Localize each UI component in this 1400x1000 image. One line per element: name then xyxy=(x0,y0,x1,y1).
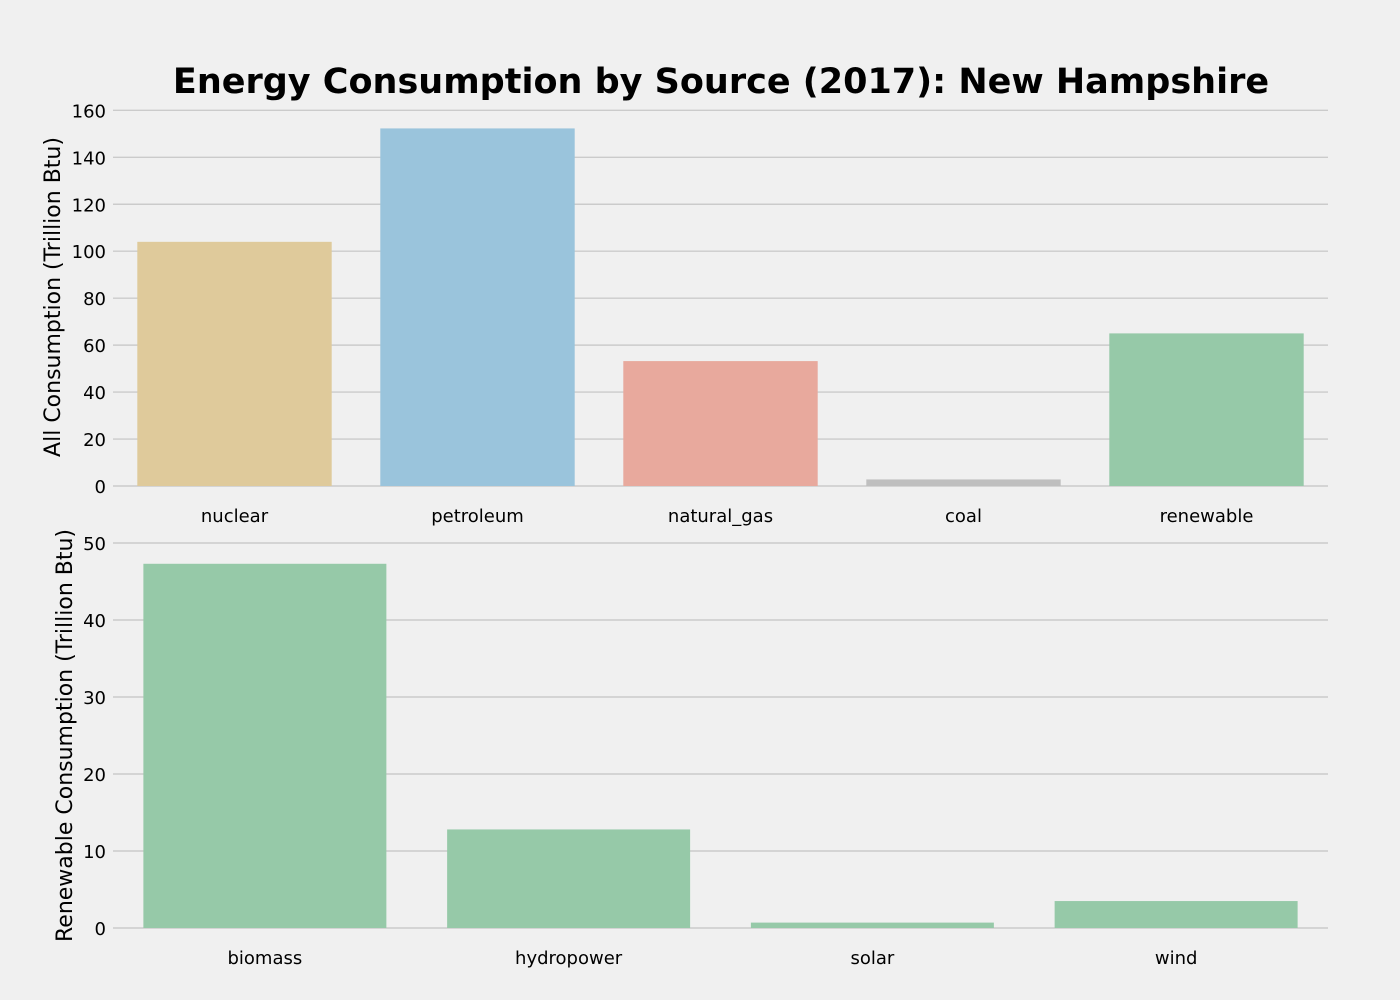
x-tick-label: hydropower xyxy=(515,948,623,969)
x-tick-label: petroleum xyxy=(431,506,524,527)
x-tick-label: biomass xyxy=(227,948,302,969)
x-tick-label: natural_gas xyxy=(668,506,773,527)
y-axis-label: Renewable Consumption (Trillion Btu) xyxy=(53,529,78,942)
y-tick-label: 160 xyxy=(72,101,106,122)
y-tick-label: 80 xyxy=(83,289,106,310)
bar-renewable xyxy=(1109,333,1304,486)
y-tick-label: 20 xyxy=(83,430,106,451)
bar-wind xyxy=(1054,901,1298,928)
y-tick-label: 140 xyxy=(72,148,106,169)
x-tick-label: renewable xyxy=(1160,506,1254,527)
bar-coal xyxy=(866,479,1061,486)
x-tick-label: wind xyxy=(1155,948,1198,969)
subplot-2: 0 10 20 30 40 50 biomass hydropower solar wind Ren… xyxy=(53,529,1328,969)
y-tick-label: 40 xyxy=(83,611,106,632)
x-tick-label: coal xyxy=(945,506,982,527)
bar-solar xyxy=(750,922,994,928)
y-tick-label: 20 xyxy=(83,765,106,786)
y-axis-label: All Consumption (Trillion Btu) xyxy=(41,137,66,457)
x-tick-label: nuclear xyxy=(201,506,269,527)
y-tick-label: 30 xyxy=(83,688,106,709)
figure-title: Energy Consumption by Source (2017): New… xyxy=(173,62,1269,102)
x-tick-label: solar xyxy=(850,948,894,969)
subplot-1: 0 20 40 60 80 100 120 140 160 nuclear petroleum nat… xyxy=(41,101,1328,527)
y-tick-label: 40 xyxy=(83,383,106,404)
bar-petroleum xyxy=(380,128,575,486)
y-tick-label: 120 xyxy=(72,195,106,216)
y-tick-label: 0 xyxy=(95,477,106,498)
bar-hydropower xyxy=(447,829,691,928)
bar-nuclear xyxy=(137,241,332,486)
bar-natural_gas xyxy=(623,361,818,486)
y-tick-label: 10 xyxy=(83,842,106,863)
bar-biomass xyxy=(143,563,387,928)
y-tick-label: 100 xyxy=(72,242,106,263)
y-tick-label: 0 xyxy=(95,919,106,940)
y-tick-label: 50 xyxy=(83,534,106,555)
y-tick-label: 60 xyxy=(83,336,106,357)
